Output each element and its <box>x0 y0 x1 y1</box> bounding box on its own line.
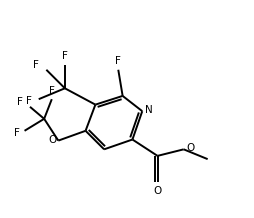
Text: O: O <box>48 135 57 145</box>
Text: F: F <box>33 60 39 70</box>
Text: F: F <box>17 97 23 107</box>
Text: F: F <box>14 128 20 138</box>
Text: F: F <box>62 51 68 61</box>
Text: O: O <box>187 143 195 153</box>
Text: O: O <box>153 186 162 196</box>
Text: F: F <box>26 96 32 106</box>
Text: F: F <box>49 86 55 96</box>
Text: N: N <box>145 105 153 115</box>
Text: F: F <box>115 56 121 66</box>
